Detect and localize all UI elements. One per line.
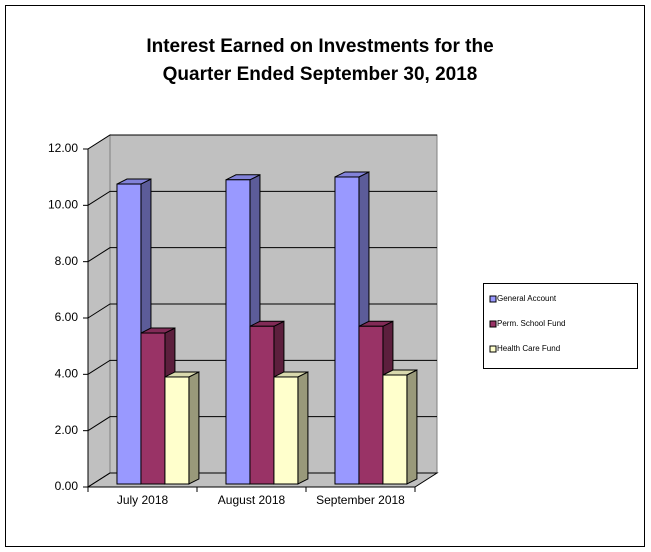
x-tick-label: August 2018 (218, 493, 286, 507)
legend-label: Perm. School Fund (497, 319, 565, 328)
x-tick-label: September 2018 (316, 493, 405, 507)
y-tick-label: 12.00 (48, 141, 78, 155)
bar-side (188, 371, 200, 485)
grid-line (87, 359, 437, 375)
y-tick-label: 2.00 (55, 423, 79, 437)
legend-swatch (489, 345, 497, 353)
grid-line (87, 416, 437, 432)
y-tick-label: 8.00 (55, 254, 79, 268)
legend-swatch (489, 320, 497, 328)
bar-front (225, 179, 251, 485)
bar-front (249, 325, 275, 485)
legend-box (483, 283, 638, 369)
y-tick-label: 0.00 (55, 479, 79, 493)
bar-front (334, 176, 360, 485)
bar-side (297, 371, 309, 485)
y-tick-label: 4.00 (55, 367, 79, 381)
bar (273, 371, 309, 485)
bar-front (382, 374, 408, 485)
grid-line (87, 134, 437, 150)
legend-label: General Account (497, 294, 557, 303)
grid-line (87, 472, 437, 488)
grid-line (87, 190, 437, 206)
bar (164, 371, 200, 485)
chart-title: Interest Earned on Investments for the (146, 36, 493, 57)
bar (382, 369, 418, 485)
legend: General Account Perm. School Fund Health C… (483, 283, 638, 369)
chart-title: Quarter Ended September 30, 2018 (163, 64, 478, 85)
legend-swatch (489, 295, 497, 303)
bar-front (164, 376, 190, 485)
y-tick-label: 10.00 (48, 198, 78, 212)
legend-label: Health Care Fund (497, 344, 560, 353)
grid-line (87, 303, 437, 319)
bar-front (273, 376, 299, 485)
bar-front (140, 332, 166, 485)
bar-front (116, 183, 142, 485)
y-tick-label: 6.00 (55, 310, 79, 324)
bar-side (406, 369, 418, 485)
bar-front (358, 325, 384, 485)
grid-line (87, 247, 437, 263)
x-tick-label: July 2018 (117, 493, 169, 507)
